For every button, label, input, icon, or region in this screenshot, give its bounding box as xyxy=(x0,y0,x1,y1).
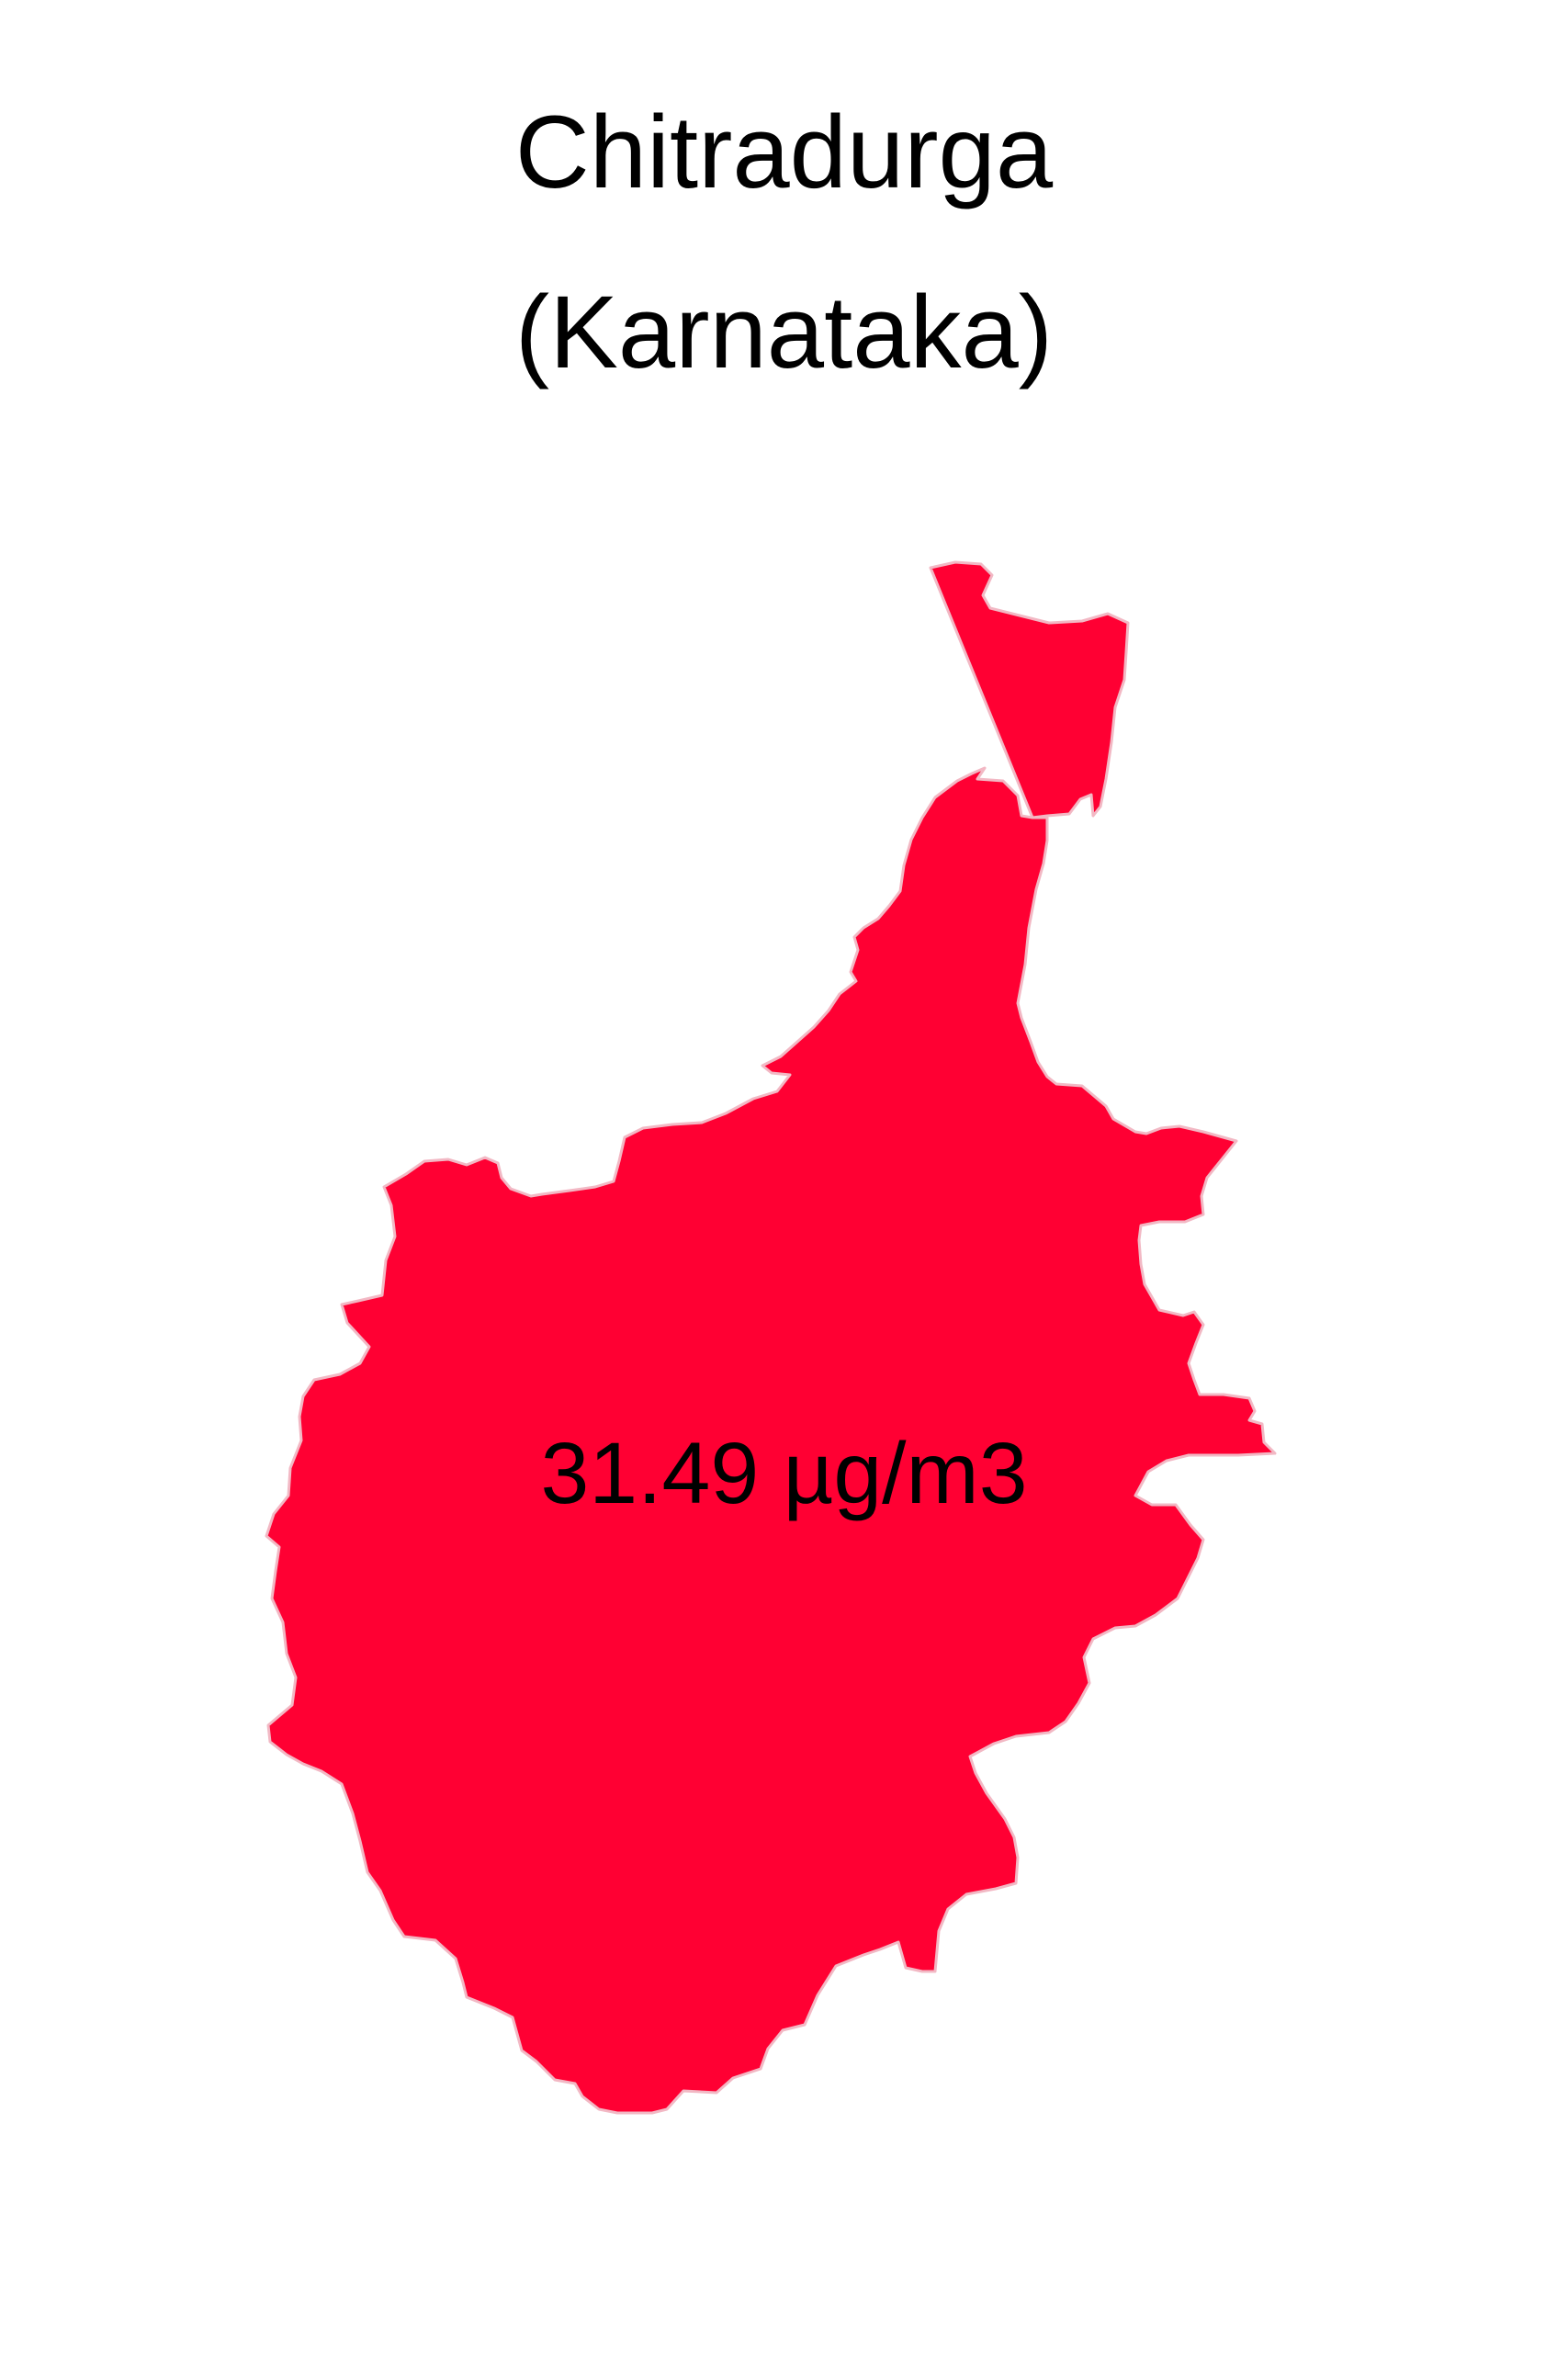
map-title-state: (Karnataka) xyxy=(514,275,1054,390)
map-title: Chitradurga (Karnataka) xyxy=(0,62,1568,423)
map-title-district: Chitradurga xyxy=(514,95,1054,209)
pollution-value-label: 31.49 µg/m3 xyxy=(540,1425,1028,1522)
district-shape[interactable] xyxy=(265,560,1277,2115)
